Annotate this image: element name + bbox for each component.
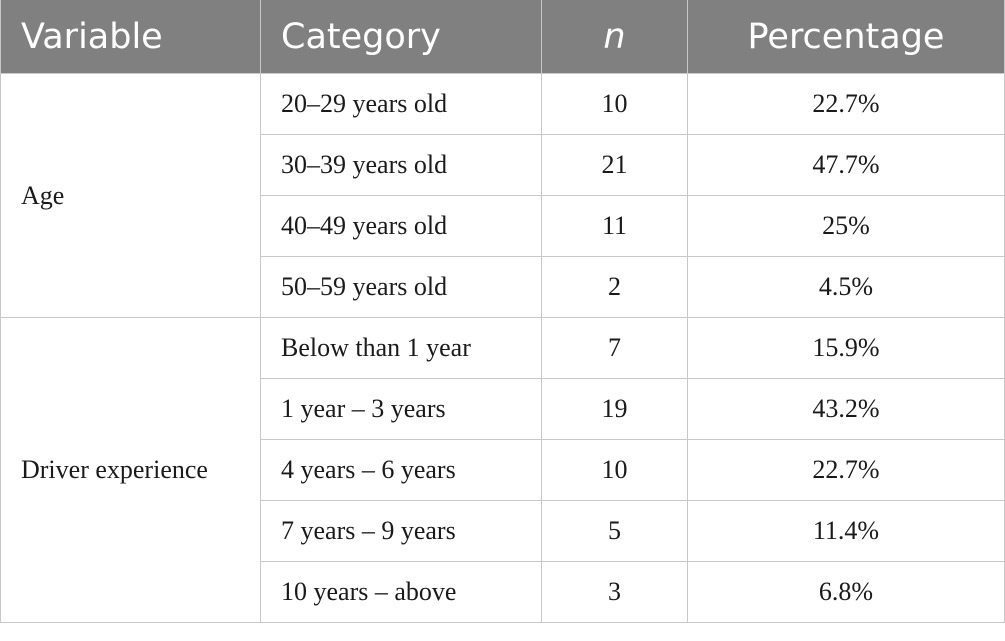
header-n: n: [541, 0, 688, 74]
n-cell: 19: [541, 378, 688, 440]
header-variable: Variable: [0, 0, 261, 74]
percentage-cell: 22.7%: [687, 439, 1005, 501]
percentage-cell: 25%: [687, 195, 1005, 257]
category-cell: Below than 1 year: [260, 317, 542, 379]
n-cell: 7: [541, 317, 688, 379]
n-cell: 3: [541, 561, 688, 623]
table-row: 1 year – 3 years 19 43.2%: [1, 378, 1005, 440]
demographics-table: Variable Category n Percentage Age 20–29…: [0, 0, 1005, 623]
n-cell: 5: [541, 500, 688, 562]
n-cell: 10: [541, 439, 688, 501]
header-category: Category: [260, 0, 542, 74]
category-cell: 1 year – 3 years: [260, 378, 542, 440]
table-row: Age 20–29 years old 10 22.7%: [0, 73, 1005, 318]
percentage-cell: 22.7%: [687, 73, 1005, 135]
percentage-cell: 15.9%: [687, 317, 1005, 379]
header-percentage: Percentage: [687, 0, 1005, 74]
n-cell: 21: [541, 134, 688, 196]
category-cell: 7 years – 9 years: [260, 500, 542, 562]
percentage-cell: 6.8%: [687, 561, 1005, 623]
category-cell: 40–49 years old: [260, 195, 542, 257]
table-row: Driver experience Below than 1 year 7 15…: [0, 317, 1005, 623]
percentage-cell: 43.2%: [687, 378, 1005, 440]
table-row: 7 years – 9 years 5 11.4%: [1, 500, 1005, 562]
table-row: 50–59 years old 2 4.5%: [1, 256, 1005, 318]
variable-cell-driver-experience: Driver experience: [0, 317, 261, 623]
category-cell: 30–39 years old: [260, 134, 542, 196]
percentage-cell: 47.7%: [687, 134, 1005, 196]
category-cell: 4 years – 6 years: [260, 439, 542, 501]
header-row: Variable Category n Percentage: [0, 0, 1005, 74]
category-cell: 10 years – above: [260, 561, 542, 623]
percentage-cell: 4.5%: [687, 256, 1005, 318]
variable-cell-age: Age: [0, 73, 261, 318]
n-cell: 10: [541, 73, 688, 135]
table-row: 4 years – 6 years 10 22.7%: [1, 439, 1005, 501]
table-row: 30–39 years old 21 47.7%: [1, 134, 1005, 196]
category-cell: 20–29 years old: [260, 73, 542, 135]
table-body: Age 20–29 years old 10 22.7% 30–39 years…: [0, 73, 1005, 623]
n-cell: 11: [541, 195, 688, 257]
category-cell: 50–59 years old: [260, 256, 542, 318]
table-header: Variable Category n Percentage: [0, 0, 1005, 74]
n-cell: 2: [541, 256, 688, 318]
table-row: 10 years – above 3 6.8%: [1, 561, 1005, 623]
percentage-cell: 11.4%: [687, 500, 1005, 562]
